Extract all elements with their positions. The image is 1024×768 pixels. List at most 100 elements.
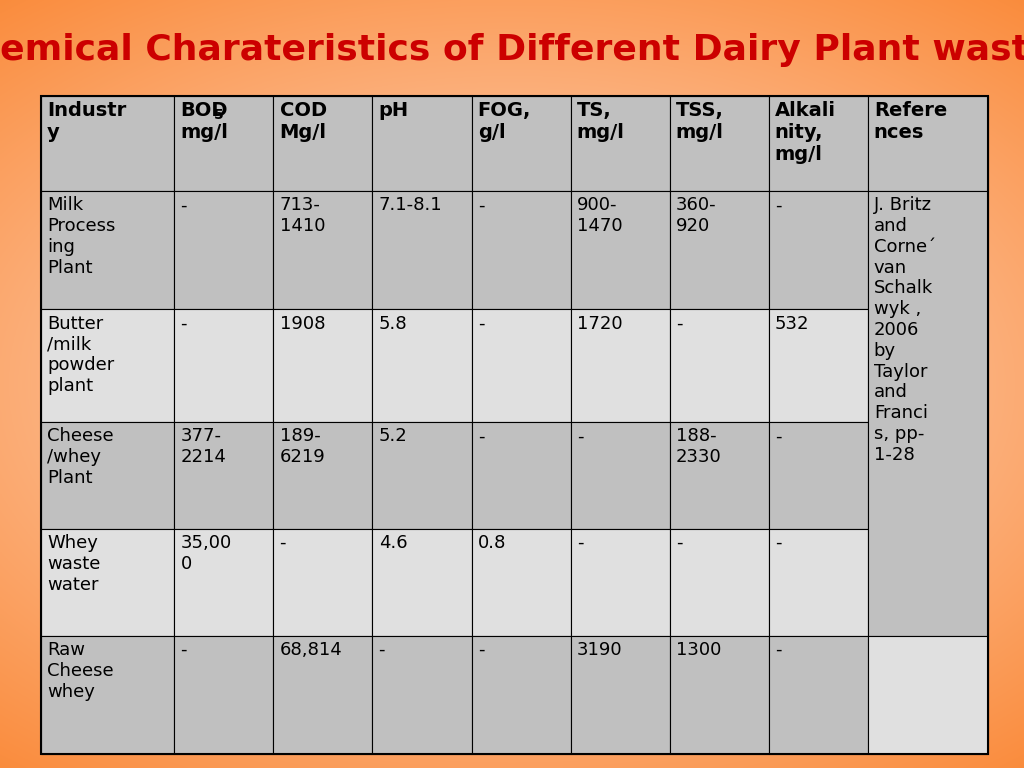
Bar xyxy=(670,96,769,191)
Bar xyxy=(273,636,373,754)
Bar xyxy=(769,529,867,636)
Text: 188-
2330: 188- 2330 xyxy=(676,428,722,466)
Text: -: - xyxy=(775,197,781,214)
Bar xyxy=(867,96,988,191)
Bar xyxy=(570,422,670,529)
Text: 5.2: 5.2 xyxy=(379,428,408,445)
Bar xyxy=(273,529,373,636)
Bar xyxy=(769,191,867,310)
Text: -: - xyxy=(379,641,385,659)
Bar xyxy=(41,96,174,191)
Bar xyxy=(769,96,867,191)
Text: -: - xyxy=(775,641,781,659)
Bar xyxy=(373,310,471,422)
Bar xyxy=(471,529,570,636)
Bar xyxy=(174,96,273,191)
Bar xyxy=(41,529,174,636)
Text: Chemical Charateristics of Different Dairy Plant wastes: Chemical Charateristics of Different Dai… xyxy=(0,33,1024,67)
Bar xyxy=(373,636,471,754)
Text: Refere
nces: Refere nces xyxy=(873,101,947,142)
Text: Alkali
nity,
mg/l: Alkali nity, mg/l xyxy=(775,101,836,164)
Text: 1908: 1908 xyxy=(280,315,325,333)
Text: 377-
2214: 377- 2214 xyxy=(180,428,226,466)
Bar xyxy=(670,529,769,636)
Text: TSS,
mg/l: TSS, mg/l xyxy=(676,101,724,142)
Text: 7.1-8.1: 7.1-8.1 xyxy=(379,197,442,214)
Bar xyxy=(41,422,174,529)
Text: pH: pH xyxy=(379,101,409,121)
Bar xyxy=(41,191,174,310)
Text: -: - xyxy=(280,535,286,552)
Bar xyxy=(373,191,471,310)
Text: J. Britz
and
Corne´
van
Schalk
wyk ,
2006
by
Taylor
and
Franci
s, pp-
1-28: J. Britz and Corne´ van Schalk wyk , 200… xyxy=(873,197,936,464)
Text: 1300: 1300 xyxy=(676,641,721,659)
Text: -: - xyxy=(676,315,682,333)
Bar xyxy=(41,96,988,754)
Bar xyxy=(373,529,471,636)
Bar xyxy=(471,310,570,422)
Text: 68,814: 68,814 xyxy=(280,641,342,659)
Text: -: - xyxy=(477,428,484,445)
Text: TS,
mg/l: TS, mg/l xyxy=(577,101,625,142)
Text: -: - xyxy=(477,315,484,333)
Text: 35,00
0: 35,00 0 xyxy=(180,535,231,573)
Text: mg/l: mg/l xyxy=(180,123,228,142)
Bar xyxy=(174,310,273,422)
Text: Milk
Process
ing
Plant: Milk Process ing Plant xyxy=(47,197,116,276)
Bar xyxy=(174,529,273,636)
Bar xyxy=(174,422,273,529)
Bar xyxy=(373,96,471,191)
Bar xyxy=(570,191,670,310)
Text: -: - xyxy=(775,428,781,445)
Text: 0.8: 0.8 xyxy=(477,535,506,552)
Bar xyxy=(570,310,670,422)
Bar xyxy=(570,636,670,754)
Bar xyxy=(273,191,373,310)
Bar xyxy=(273,96,373,191)
Text: 360-
920: 360- 920 xyxy=(676,197,717,235)
Bar xyxy=(670,636,769,754)
Text: -: - xyxy=(775,535,781,552)
Text: Whey
waste
water: Whey waste water xyxy=(47,535,100,594)
Bar xyxy=(273,310,373,422)
Bar xyxy=(273,422,373,529)
Text: -: - xyxy=(180,315,187,333)
Text: 1720: 1720 xyxy=(577,315,623,333)
Text: Cheese
/whey
Plant: Cheese /whey Plant xyxy=(47,428,114,487)
Bar xyxy=(471,636,570,754)
Bar xyxy=(670,310,769,422)
Bar xyxy=(174,191,273,310)
Bar xyxy=(867,191,988,636)
Bar xyxy=(41,310,174,422)
Text: BOD: BOD xyxy=(180,101,228,121)
Text: 900-
1470: 900- 1470 xyxy=(577,197,623,235)
Bar xyxy=(570,529,670,636)
Bar xyxy=(471,191,570,310)
Text: 5.8: 5.8 xyxy=(379,315,408,333)
Text: COD
Mg/l: COD Mg/l xyxy=(280,101,327,142)
Bar xyxy=(670,422,769,529)
Text: 189-
6219: 189- 6219 xyxy=(280,428,326,466)
Bar xyxy=(570,96,670,191)
Bar xyxy=(373,422,471,529)
Bar xyxy=(471,422,570,529)
Text: -: - xyxy=(577,535,584,552)
Bar xyxy=(769,422,867,529)
Text: 3190: 3190 xyxy=(577,641,623,659)
Bar xyxy=(174,636,273,754)
Bar xyxy=(769,310,867,422)
Text: -: - xyxy=(180,641,187,659)
Bar xyxy=(41,636,174,754)
Text: Industr
y: Industr y xyxy=(47,101,126,142)
Text: -: - xyxy=(477,641,484,659)
Text: 4.6: 4.6 xyxy=(379,535,408,552)
Text: FOG,
g/l: FOG, g/l xyxy=(477,101,531,142)
Bar xyxy=(769,636,867,754)
Text: -: - xyxy=(180,197,187,214)
Bar xyxy=(670,191,769,310)
Bar xyxy=(471,96,570,191)
Bar xyxy=(867,636,988,754)
Text: Raw
Cheese
whey: Raw Cheese whey xyxy=(47,641,114,700)
Text: Butter
/milk
powder
plant: Butter /milk powder plant xyxy=(47,315,115,396)
Text: -: - xyxy=(477,197,484,214)
